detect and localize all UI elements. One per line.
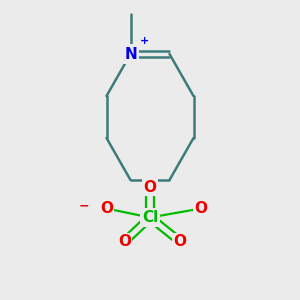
Text: O: O	[194, 201, 208, 216]
Text: O: O	[143, 180, 157, 195]
Text: +: +	[140, 36, 149, 46]
Text: O: O	[173, 234, 187, 249]
Text: −: −	[79, 200, 89, 213]
Text: O: O	[100, 201, 113, 216]
Text: O: O	[118, 234, 131, 249]
Text: N: N	[124, 46, 137, 62]
Text: Cl: Cl	[142, 210, 158, 225]
